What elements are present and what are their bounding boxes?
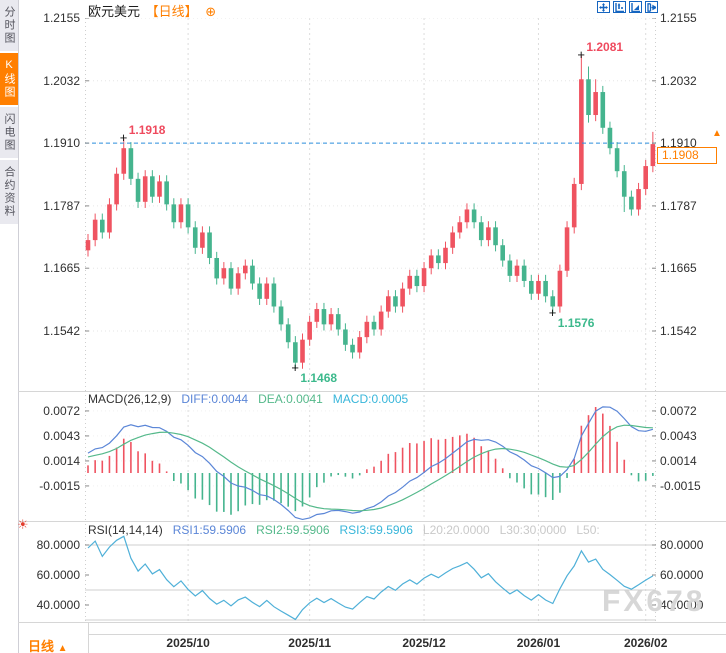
y-axis-label: 1.1665 xyxy=(43,261,80,276)
x-scrollbar[interactable] xyxy=(89,623,726,634)
y-axis-label: 0.0014 xyxy=(43,453,80,468)
y-axis-label: -0.0015 xyxy=(660,478,701,493)
y-axis-label: 1.1910 xyxy=(660,136,697,151)
x-axis-label: 2026/02 xyxy=(623,636,668,650)
pane-separator xyxy=(18,391,726,392)
sidebar-tab-timeline-chart[interactable]: 分时图 xyxy=(0,0,18,51)
rsi-pane[interactable] xyxy=(85,524,656,622)
chart-toolbar xyxy=(597,1,658,13)
y-axis-label: 1.2155 xyxy=(43,11,80,25)
indicator-value-label: L30:30.0000 xyxy=(499,523,567,537)
bottom-separator xyxy=(18,622,726,623)
y-axis-label: 60.0000 xyxy=(36,568,80,582)
sidebar-tab-kline-chart[interactable]: K线图 xyxy=(0,53,18,105)
low-price-annotation: 1.1468 xyxy=(300,370,338,385)
period-tag: 【日线】 xyxy=(145,4,198,19)
main-candlestick-pane[interactable] xyxy=(85,18,656,391)
extreme-marker: + xyxy=(291,359,299,375)
y-axis-label: 0.0072 xyxy=(660,403,697,418)
y-axis-label: 0.0043 xyxy=(660,428,697,443)
high-price-annotation: 1.1918 xyxy=(128,123,166,137)
indicator-value-label: DIFF:0.0044 xyxy=(181,392,249,406)
indicator-value-label: L50: xyxy=(576,523,600,537)
price-up-arrow-icon: ▲ xyxy=(712,128,722,139)
y-axis-label: 1.1665 xyxy=(660,261,697,276)
y-axis-label: 0.0014 xyxy=(660,453,697,468)
indicator-value-label: MACD:0.0005 xyxy=(332,392,409,406)
period-selector-arrow-icon: ▲ xyxy=(57,643,68,653)
period-selector-button[interactable]: 日线 ▲ xyxy=(28,636,68,653)
indicator-value-label: L20:20.0000 xyxy=(422,523,490,537)
y-axis-label: 80.0000 xyxy=(660,538,704,552)
indicator-alert-icon[interactable]: ☀ xyxy=(17,517,29,532)
extreme-marker: + xyxy=(548,304,557,320)
x-axis-label: 2025/10 xyxy=(166,636,210,650)
y-axis-label: 1.2155 xyxy=(660,11,697,25)
y-axis-label: 80.0000 xyxy=(36,538,80,552)
symbol-name: 欧元美元 xyxy=(88,4,141,19)
watermark: FX678 xyxy=(602,585,706,618)
indicator-value-label: RSI1:59.5906 xyxy=(172,523,247,537)
pane-separator xyxy=(18,521,726,522)
indicator-value-label: DEA:0.0041 xyxy=(258,392,323,406)
y-axis-label: -0.0015 xyxy=(39,478,80,493)
macd-header: MACD(26,12,9) DIFF:0.0044 DEA:0.0041 MACD:0… xyxy=(88,392,418,406)
y-axis-label: 40.0000 xyxy=(660,598,704,612)
y-axis-label: 0.0072 xyxy=(43,403,80,418)
chart-title: 欧元美元 【日线】 ⊕ xyxy=(88,1,216,20)
macd-pane[interactable] xyxy=(85,395,656,520)
bottom-vertical-separator xyxy=(88,622,89,653)
y-axis-label: 40.0000 xyxy=(36,598,80,612)
y-axis-label: 1.2032 xyxy=(660,73,697,88)
y-axis-label: 0.0043 xyxy=(43,428,80,443)
last-price-box: 1.1908 xyxy=(657,147,717,164)
pan-crosshair-icon[interactable] xyxy=(597,1,610,13)
sidebar-tab-lightning-chart[interactable]: 闪电图 xyxy=(0,107,18,158)
indicator-value-label: RSI3:59.5906 xyxy=(339,523,413,537)
y-axis-label: 60.0000 xyxy=(660,568,704,582)
indicator-value-label: RSI(14,14,14) xyxy=(88,523,163,537)
rsi-header: RSI(14,14,14) RSI1:59.5906 RSI2:59.5906 RSI… xyxy=(88,523,610,537)
x-axis-label: 2025/12 xyxy=(402,636,446,650)
axis-scale-icon[interactable] xyxy=(613,1,626,13)
sidebar: 分时图 K线图 闪电图 合约资料 xyxy=(0,0,19,653)
x-axis-label: 2025/11 xyxy=(288,636,331,650)
trend-scale-icon[interactable] xyxy=(629,1,642,13)
y-axis-label: 1.1787 xyxy=(660,198,697,213)
sidebar-tab-contract-info[interactable]: 合约资料 xyxy=(0,160,18,224)
scrollbar-separator xyxy=(89,634,726,635)
pop-out-icon[interactable] xyxy=(645,1,658,13)
y-axis-label: 1.1542 xyxy=(43,324,80,338)
y-axis-label: 1.1910 xyxy=(43,136,80,151)
extreme-marker: + xyxy=(577,46,585,62)
low-price-annotation: 1.1576 xyxy=(557,315,595,330)
high-price-annotation: 1.2081 xyxy=(586,39,624,54)
indicator-value-label: MACD(26,12,9) xyxy=(88,392,172,406)
indicator-value-label: RSI2:59.5906 xyxy=(256,523,330,537)
y-axis-label: 1.1542 xyxy=(660,324,697,338)
x-axis-label: 2026/01 xyxy=(516,636,561,650)
y-axis-label: 1.2032 xyxy=(43,73,80,88)
add-indicator-button[interactable]: ⊕ xyxy=(205,4,217,19)
extreme-marker: + xyxy=(119,130,128,145)
y-axis-label: 1.1787 xyxy=(43,198,80,213)
period-selector-label: 日线 xyxy=(28,639,55,653)
